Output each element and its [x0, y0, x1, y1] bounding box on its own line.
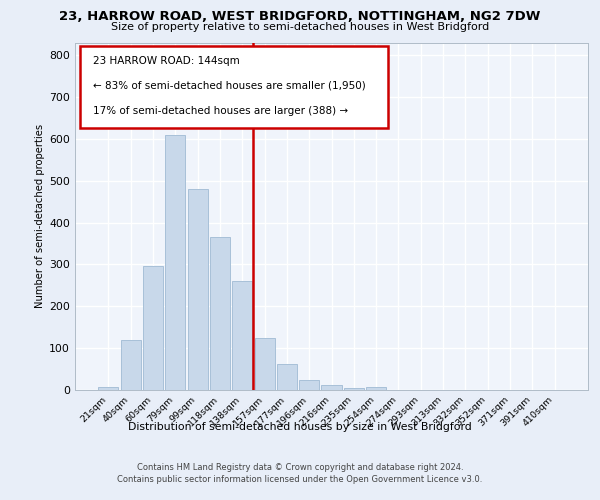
Bar — [98, 386, 118, 390]
Y-axis label: Number of semi-detached properties: Number of semi-detached properties — [35, 124, 45, 308]
Text: 23, HARROW ROAD, WEST BRIDGFORD, NOTTINGHAM, NG2 7DW: 23, HARROW ROAD, WEST BRIDGFORD, NOTTING… — [59, 10, 541, 23]
Bar — [366, 387, 386, 390]
Text: ← 83% of semi-detached houses are smaller (1,950): ← 83% of semi-detached houses are smalle… — [93, 80, 366, 90]
Bar — [322, 385, 341, 390]
Text: 17% of semi-detached houses are larger (388) →: 17% of semi-detached houses are larger (… — [93, 106, 348, 116]
Bar — [344, 388, 364, 390]
Bar — [254, 338, 275, 390]
Bar — [121, 340, 141, 390]
Text: Contains HM Land Registry data © Crown copyright and database right 2024.
Contai: Contains HM Land Registry data © Crown c… — [118, 462, 482, 484]
Text: Distribution of semi-detached houses by size in West Bridgford: Distribution of semi-detached houses by … — [128, 422, 472, 432]
Text: Size of property relative to semi-detached houses in West Bridgford: Size of property relative to semi-detach… — [111, 22, 489, 32]
Bar — [188, 189, 208, 390]
Bar — [299, 380, 319, 390]
Bar — [210, 237, 230, 390]
FancyBboxPatch shape — [80, 46, 388, 128]
Bar — [143, 266, 163, 390]
Bar — [232, 281, 252, 390]
Text: 23 HARROW ROAD: 144sqm: 23 HARROW ROAD: 144sqm — [93, 56, 240, 66]
Bar — [277, 364, 297, 390]
Bar — [165, 134, 185, 390]
